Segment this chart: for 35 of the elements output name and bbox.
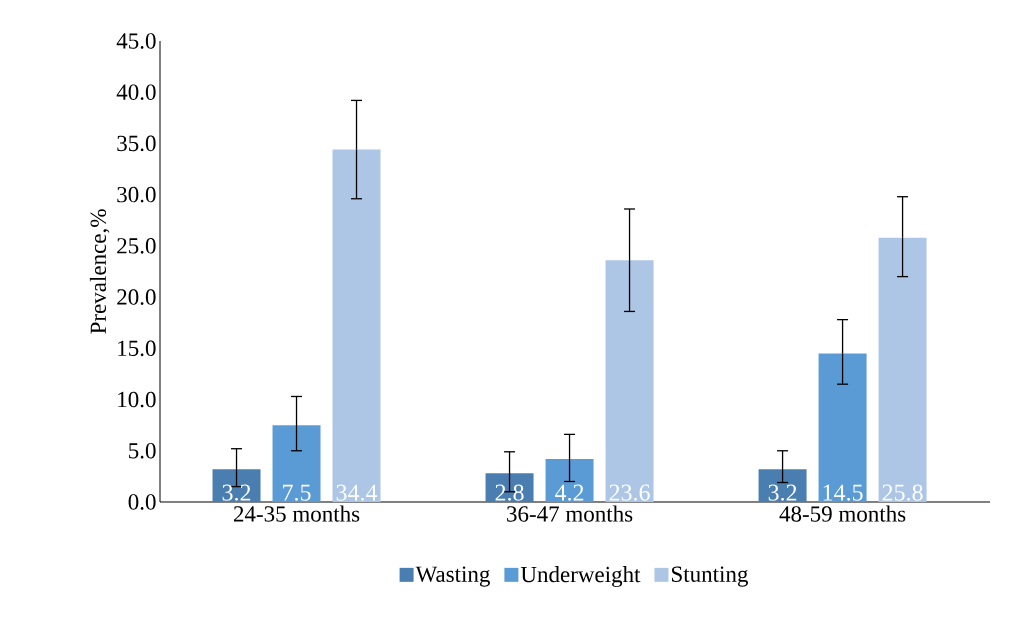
y-tick-label: 0.0	[128, 494, 156, 510]
y-axis-title: Prevalence,%	[89, 209, 110, 334]
legend-label: Underweight	[520, 566, 641, 588]
data-label: 2.8	[495, 484, 524, 501]
y-tick-label: 40.0	[116, 84, 156, 101]
legend-label: Stunting	[672, 566, 748, 587]
x-tick-label: 48-59 months	[779, 505, 906, 522]
bar	[758, 469, 807, 502]
y-tick-label: 10.0	[118, 391, 156, 408]
bar	[212, 469, 261, 502]
data-label: 3.2	[222, 484, 251, 501]
bar	[332, 149, 381, 502]
y-tick-label: 15.0	[118, 340, 156, 357]
x-tick-label: 24-35 months	[233, 505, 360, 522]
y-tick-label: 35.0	[117, 135, 156, 152]
x-tick-label: 36-47 months	[507, 505, 633, 522]
y-tick-label: 30.0	[117, 186, 156, 203]
data-label: 4.2	[555, 484, 584, 501]
data-label: 14.5	[823, 484, 863, 501]
data-label: 3.2	[768, 484, 797, 501]
data-label: 23.6	[609, 484, 650, 501]
y-tick-label: 5.0	[129, 442, 156, 459]
legend-label: Wasting	[415, 566, 490, 587]
data-label: 25.8	[882, 484, 923, 501]
bar	[818, 353, 867, 502]
bar	[605, 260, 654, 502]
bar	[485, 473, 534, 502]
bar	[878, 237, 927, 502]
y-tick-label: 25.0	[117, 238, 156, 254]
y-tick-label: 45.0	[116, 33, 156, 49]
data-label: 34.4	[336, 484, 378, 501]
bar	[545, 458, 594, 502]
y-tick-label: 20.0	[117, 289, 156, 305]
data-label: 7.5	[283, 484, 311, 501]
bar	[272, 425, 321, 502]
